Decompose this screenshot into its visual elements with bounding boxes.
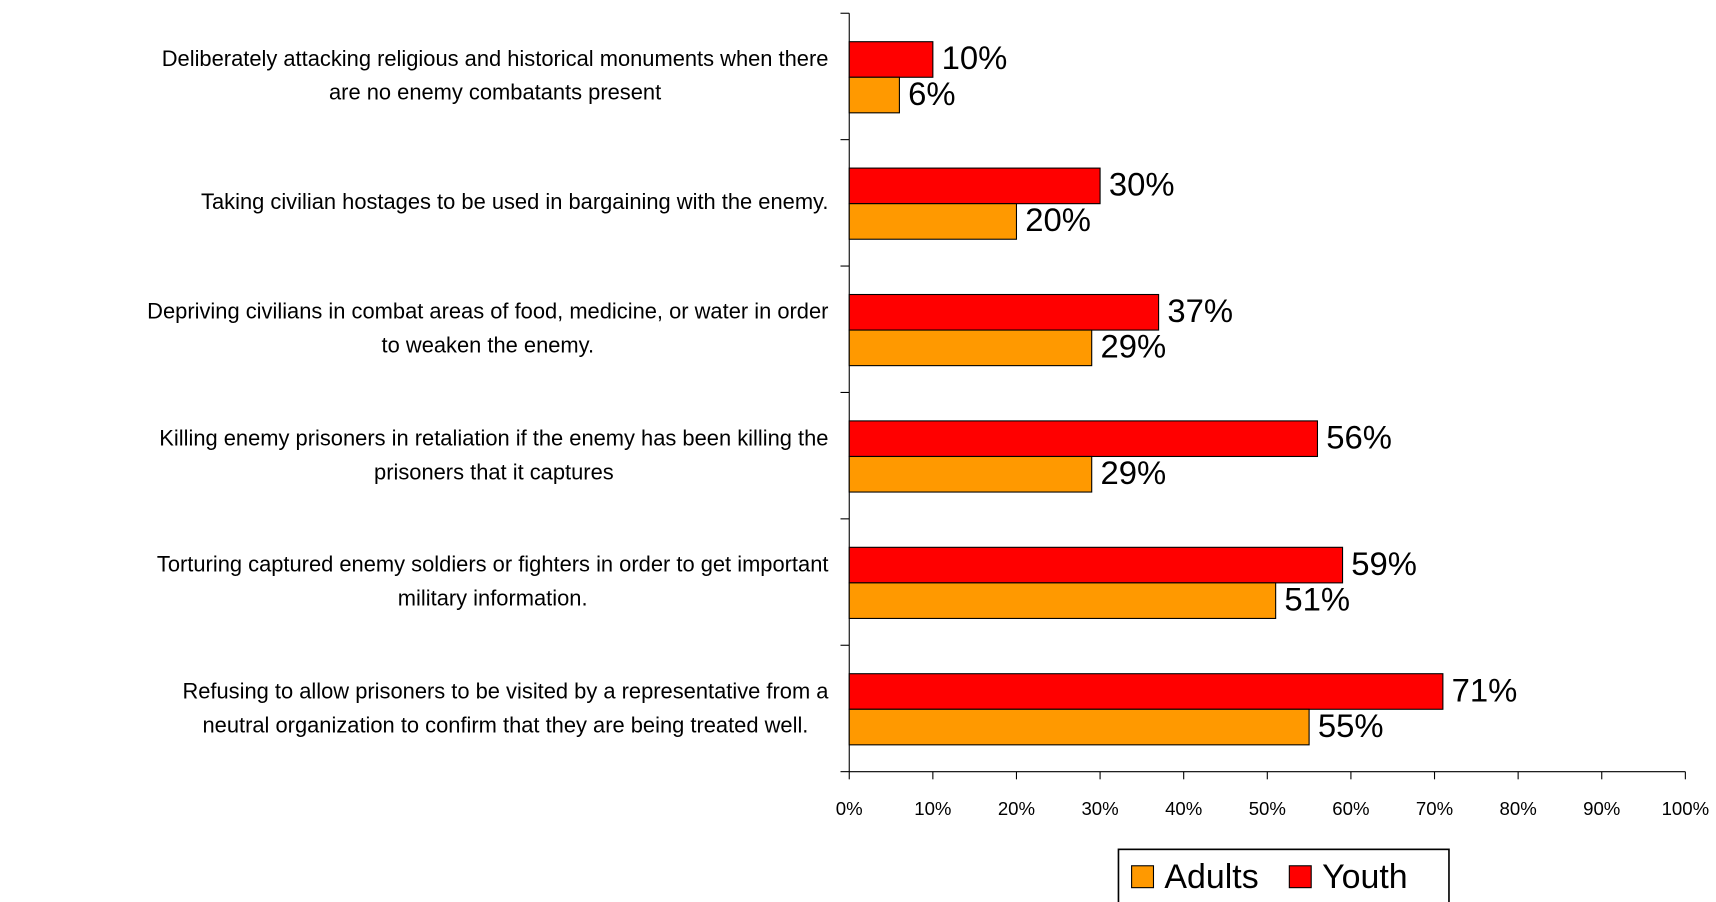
category-label: Taking civilian hostages to be used in b… <box>201 190 829 215</box>
category-label: Killing enemy prisoners in retaliation i… <box>159 426 829 485</box>
category-label-wrap: Depriving civilians in combat areas of f… <box>0 266 828 392</box>
x-tick-label: 0% <box>836 798 863 819</box>
bar <box>848 673 1444 710</box>
data-label: 71% <box>1452 671 1518 708</box>
x-tick-label: 40% <box>1165 798 1202 819</box>
bar <box>848 455 1093 493</box>
category-label-box: Taking civilian hostages to be used in b… <box>0 140 828 266</box>
legend-swatch <box>1288 865 1312 889</box>
data-label: 6% <box>908 75 955 112</box>
x-tick-label: 30% <box>1081 798 1118 819</box>
bar <box>848 203 1018 240</box>
data-label: 10% <box>942 39 1008 76</box>
data-label: 55% <box>1318 707 1384 744</box>
category-label-box: Refusing to allow prisoners to be visite… <box>0 645 828 771</box>
data-label: 59% <box>1351 545 1417 582</box>
category-label-box: Deliberately attacking religious and his… <box>0 13 829 139</box>
x-tick-label: 50% <box>1249 798 1286 819</box>
category-label-wrap: Deliberately attacking religious and his… <box>0 13 829 139</box>
data-label: 56% <box>1326 418 1392 455</box>
category-label-wrap: Killing enemy prisoners in retaliation i… <box>0 392 828 518</box>
data-label: 29% <box>1100 328 1166 365</box>
category-label-wrap: Refusing to allow prisoners to be visite… <box>0 645 828 771</box>
category-label-wrap: Torturing captured enemy soldiers or fig… <box>0 519 829 645</box>
x-tick-label: 80% <box>1500 798 1537 819</box>
x-tick-label: 70% <box>1416 798 1453 819</box>
legend-label: Adults <box>1164 858 1258 896</box>
category-label: Deliberately attacking religious and his… <box>161 47 829 106</box>
category-label-box: Killing enemy prisoners in retaliation i… <box>0 392 828 518</box>
x-tick-label: 100% <box>1662 798 1710 819</box>
category-label: Refusing to allow prisoners to be visite… <box>182 679 829 738</box>
bar <box>848 76 900 114</box>
bar <box>848 420 1319 458</box>
bar <box>848 582 1277 619</box>
bar <box>848 329 1093 367</box>
data-label: 37% <box>1167 292 1233 329</box>
legend-label: Youth <box>1322 858 1408 896</box>
x-tick-label: 90% <box>1583 798 1620 819</box>
legend: Adults Youth <box>1117 848 1450 902</box>
legend-box <box>1117 848 1450 902</box>
data-label: 51% <box>1284 580 1350 617</box>
legend-swatch <box>1131 865 1155 889</box>
data-label: 30% <box>1109 166 1175 203</box>
category-label-box: Depriving civilians in combat areas of f… <box>0 266 828 392</box>
category-label-box: Torturing captured enemy soldiers or fig… <box>0 519 829 645</box>
bar <box>848 167 1101 205</box>
x-tick-label: 60% <box>1332 798 1369 819</box>
x-tick-label: 10% <box>914 798 951 819</box>
x-tick-label: 20% <box>998 798 1035 819</box>
bar <box>848 546 1344 584</box>
category-label: Torturing captured enemy soldiers or fig… <box>156 552 829 611</box>
data-label: 29% <box>1100 454 1166 491</box>
bar <box>848 708 1310 746</box>
category-label-wrap: Taking civilian hostages to be used in b… <box>0 140 828 266</box>
category-label: Depriving civilians in combat areas of f… <box>147 299 829 358</box>
bar <box>848 293 1160 331</box>
bar <box>848 41 934 78</box>
data-label: 20% <box>1025 201 1091 238</box>
